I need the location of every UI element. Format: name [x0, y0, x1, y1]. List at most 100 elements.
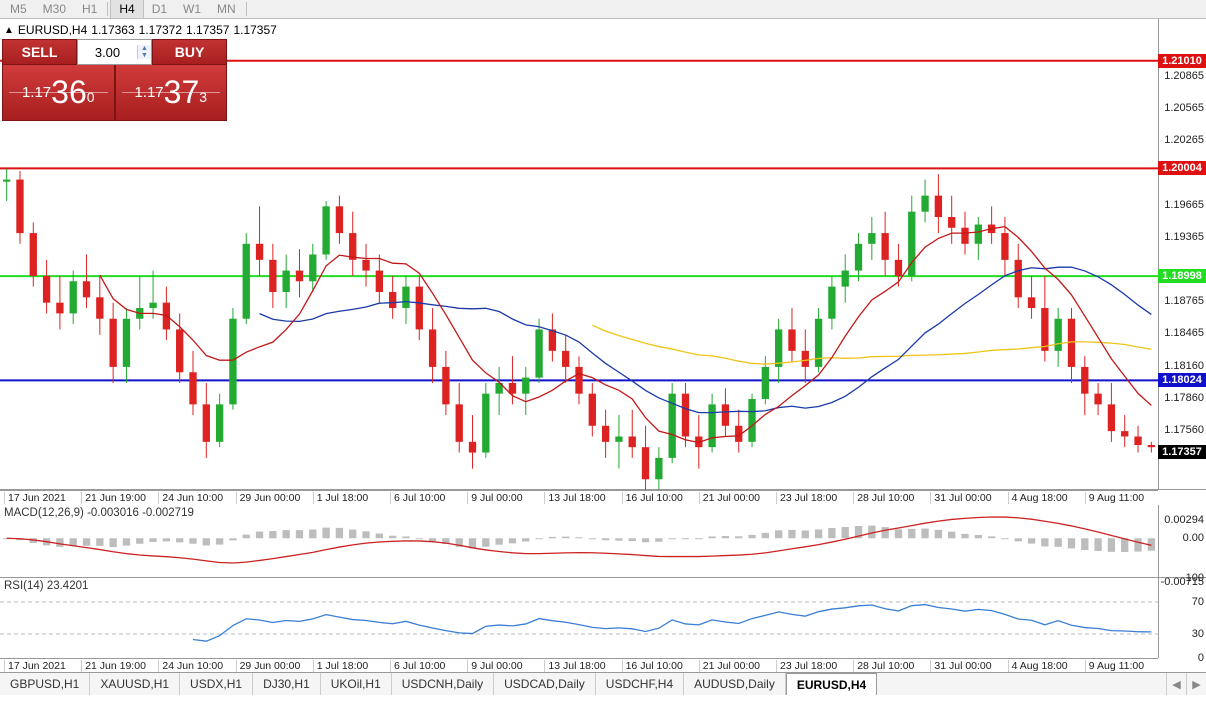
candlestick[interactable] — [123, 319, 130, 367]
lot-decrease-stepper[interactable]: ▼ — [138, 52, 151, 59]
horizontal-line-label[interactable]: 1.20004 — [1158, 161, 1206, 175]
symbol-tab-audusd[interactable]: AUDUSD,Daily — [684, 673, 786, 695]
candlestick[interactable] — [775, 329, 782, 366]
candlestick[interactable] — [30, 233, 37, 276]
candlestick[interactable] — [642, 447, 649, 479]
candlestick[interactable] — [429, 329, 436, 366]
candlestick[interactable] — [975, 225, 982, 244]
candlestick[interactable] — [828, 287, 835, 319]
candlestick[interactable] — [176, 329, 183, 372]
horizontal-line-label[interactable]: 1.21010 — [1158, 54, 1206, 68]
symbol-tab-usdchf[interactable]: USDCHF,H4 — [596, 673, 684, 695]
candlestick[interactable] — [1134, 436, 1141, 445]
buy-price-box[interactable]: 1.17 37 3 — [115, 65, 228, 121]
candlestick[interactable] — [762, 367, 769, 399]
candlestick[interactable] — [442, 367, 449, 404]
candlestick[interactable] — [229, 319, 236, 405]
candlestick[interactable] — [389, 292, 396, 308]
candlestick[interactable] — [1041, 308, 1048, 351]
candlestick[interactable] — [269, 260, 276, 292]
tf-m30[interactable]: M30 — [35, 0, 74, 18]
candlestick[interactable] — [575, 367, 582, 394]
candlestick[interactable] — [535, 329, 542, 377]
tf-h4[interactable]: H4 — [110, 0, 143, 18]
lot-increase-stepper[interactable]: ▲ — [138, 45, 151, 52]
candlestick[interactable] — [336, 206, 343, 233]
candlestick[interactable] — [243, 244, 250, 319]
buy-button[interactable]: BUY — [152, 39, 227, 65]
symbol-tab-dj30[interactable]: DJ30,H1 — [253, 673, 321, 695]
candlestick[interactable] — [509, 383, 516, 394]
candlestick[interactable] — [109, 319, 116, 367]
sell-price-box[interactable]: 1.17 36 0 — [2, 65, 115, 121]
candlestick[interactable] — [655, 458, 662, 479]
candlestick[interactable] — [948, 217, 955, 228]
candlestick[interactable] — [589, 394, 596, 426]
candlestick[interactable] — [216, 404, 223, 441]
tabs-scroll-right[interactable]: ▶ — [1186, 673, 1206, 695]
candlestick[interactable] — [1121, 431, 1128, 436]
candlestick[interactable] — [56, 303, 63, 314]
candlestick[interactable] — [362, 260, 369, 271]
candlestick[interactable] — [189, 372, 196, 404]
tf-mn[interactable]: MN — [209, 0, 244, 18]
candlestick[interactable] — [708, 404, 715, 447]
candlestick[interactable] — [935, 196, 942, 217]
tf-d1[interactable]: D1 — [144, 0, 175, 18]
candlestick[interactable] — [842, 271, 849, 287]
candlestick[interactable] — [83, 281, 90, 297]
symbol-tab-usdcnh[interactable]: USDCNH,Daily — [392, 673, 494, 695]
candlestick[interactable] — [16, 180, 23, 234]
candlestick[interactable] — [562, 351, 569, 367]
horizontal-line-label[interactable]: 1.18024 — [1158, 373, 1206, 387]
candlestick[interactable] — [921, 196, 928, 212]
candlestick[interactable] — [322, 206, 329, 254]
candlestick[interactable] — [283, 271, 290, 292]
candlestick[interactable] — [788, 329, 795, 350]
candlestick[interactable] — [722, 404, 729, 425]
tf-m5[interactable]: M5 — [2, 0, 35, 18]
symbol-tab-usdx[interactable]: USDX,H1 — [180, 673, 253, 695]
candlestick[interactable] — [376, 271, 383, 292]
candlestick[interactable] — [3, 180, 10, 182]
candlestick[interactable] — [802, 351, 809, 367]
candlestick[interactable] — [1094, 394, 1101, 405]
tf-w1[interactable]: W1 — [175, 0, 209, 18]
candlestick[interactable] — [961, 228, 968, 244]
symbol-tab-ukoil[interactable]: UKOil,H1 — [321, 673, 392, 695]
symbol-tab-eurusd[interactable]: EURUSD,H4 — [786, 673, 877, 695]
tf-h1[interactable]: H1 — [74, 0, 105, 18]
candlestick[interactable] — [868, 233, 875, 244]
candlestick[interactable] — [309, 255, 316, 282]
sell-button[interactable]: SELL — [2, 39, 77, 65]
candlestick[interactable] — [456, 404, 463, 441]
candlestick[interactable] — [203, 404, 210, 441]
rsi-plot[interactable] — [0, 578, 1158, 658]
candlestick[interactable] — [296, 271, 303, 282]
candlestick[interactable] — [1001, 233, 1008, 260]
candlestick[interactable] — [1015, 260, 1022, 297]
candlestick[interactable] — [629, 436, 636, 447]
candlestick[interactable] — [96, 297, 103, 318]
candlestick[interactable] — [895, 260, 902, 276]
candlestick[interactable] — [615, 436, 622, 441]
candlestick[interactable] — [1108, 404, 1115, 431]
candlestick[interactable] — [349, 233, 356, 260]
candlestick[interactable] — [149, 303, 156, 308]
current-price-label[interactable]: 1.17357 — [1158, 445, 1206, 459]
candlestick[interactable] — [482, 394, 489, 453]
horizontal-line-label[interactable]: 1.18998 — [1158, 269, 1206, 283]
candlestick[interactable] — [1148, 445, 1155, 447]
candlestick[interactable] — [748, 399, 755, 442]
candlestick[interactable] — [602, 426, 609, 442]
candlestick[interactable] — [416, 287, 423, 330]
candlestick[interactable] — [549, 329, 556, 350]
symbol-tab-usdcad[interactable]: USDCAD,Daily — [494, 673, 596, 695]
candlestick[interactable] — [881, 233, 888, 260]
lot-size-input[interactable]: 3.00 ▲ ▼ — [77, 39, 152, 65]
symbol-tab-xauusd[interactable]: XAUUSD,H1 — [90, 673, 180, 695]
candlestick[interactable] — [682, 394, 689, 437]
candlestick[interactable] — [1028, 297, 1035, 308]
candlestick[interactable] — [815, 319, 822, 367]
candlestick[interactable] — [1081, 367, 1088, 394]
